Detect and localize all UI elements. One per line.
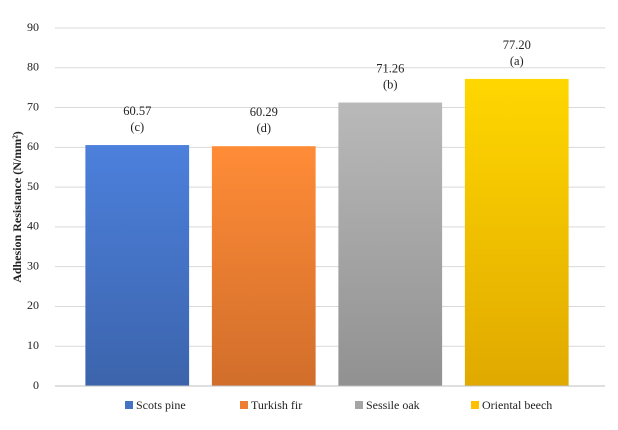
y-tick-label: 60 (27, 139, 39, 153)
legend-swatch (471, 401, 479, 409)
bar (464, 78, 569, 386)
y-tick-label: 30 (27, 258, 39, 272)
data-label: 60.29 (250, 105, 278, 119)
annotation: (a) (510, 54, 524, 68)
y-tick-label: 90 (27, 20, 39, 34)
data-label: 77.20 (503, 38, 531, 52)
y-axis-title: Adhesion Resistance (N/mm²) (10, 131, 24, 283)
y-tick-label: 0 (33, 378, 39, 392)
y-tick-label: 40 (27, 219, 39, 233)
legend-label: Sessile oak (366, 398, 420, 412)
legend-label: Turkish fir (251, 398, 302, 412)
annotation: (b) (383, 77, 398, 91)
y-tick-label: 10 (27, 338, 39, 352)
bar (211, 146, 316, 386)
y-tick-label: 70 (27, 99, 39, 113)
legend-swatch (125, 401, 133, 409)
data-label: 71.26 (376, 61, 404, 75)
legend-swatch (240, 401, 248, 409)
annotation: (c) (130, 120, 144, 134)
annotation: (d) (256, 121, 271, 135)
bar (85, 145, 190, 386)
legend-swatch (355, 401, 363, 409)
bar (338, 102, 443, 387)
legend-label: Oriental beech (482, 398, 552, 412)
legend-label: Scots pine (136, 398, 186, 412)
y-tick-label: 80 (27, 60, 39, 74)
y-tick-label: 20 (27, 298, 39, 312)
y-tick-label: 50 (27, 179, 39, 193)
data-label: 60.57 (123, 104, 151, 118)
